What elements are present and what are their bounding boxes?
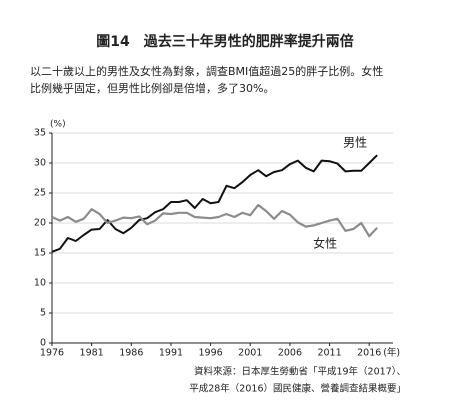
source: 資料來源：日本厚生勞動省「平成19年（2017）、 — [194, 366, 406, 378]
x-tick-label: 1996 — [199, 348, 223, 359]
y-tick-label: 35 — [34, 128, 46, 139]
y-tick-label: 20 — [34, 218, 46, 229]
x-tick-label: 2001 — [238, 348, 262, 359]
x-tick-label: 2006 — [278, 348, 302, 359]
x-tick-label: 1976 — [40, 348, 64, 359]
y-unit: (%) — [50, 120, 66, 130]
source: 平成28年（2016）國民健康、營養調查結果概要」 — [189, 383, 406, 395]
y-tick-label: 0 — [40, 338, 46, 349]
series-label: 女性 — [313, 235, 337, 250]
y-tick-label: 25 — [34, 188, 46, 199]
y-tick-label: 15 — [34, 248, 46, 259]
y-tick-label: 5 — [40, 308, 46, 319]
x-tick-label: 1981 — [80, 348, 104, 359]
chart-title: 圖14 過去三十年男性的肥胖率提升兩倍 — [96, 33, 353, 50]
x-unit: (年) — [383, 347, 400, 359]
series-line — [51, 203, 378, 238]
series-label: 男性 — [343, 136, 367, 150]
y-tick-label: 10 — [34, 278, 46, 289]
x-tick-label: 1991 — [159, 348, 183, 359]
subtitle: 以二十歲以上的男性及女性為對象，調查BMI值超過25的胖子比例。女性 — [30, 64, 383, 78]
x-tick-label: 1986 — [119, 348, 143, 359]
subtitle: 比例幾乎固定，但男性比例卻是倍增，多了30%。 — [30, 81, 274, 95]
x-tick-label: 2011 — [317, 348, 341, 359]
y-tick-label: 30 — [34, 158, 46, 169]
x-tick-label: 2016 — [357, 348, 381, 359]
